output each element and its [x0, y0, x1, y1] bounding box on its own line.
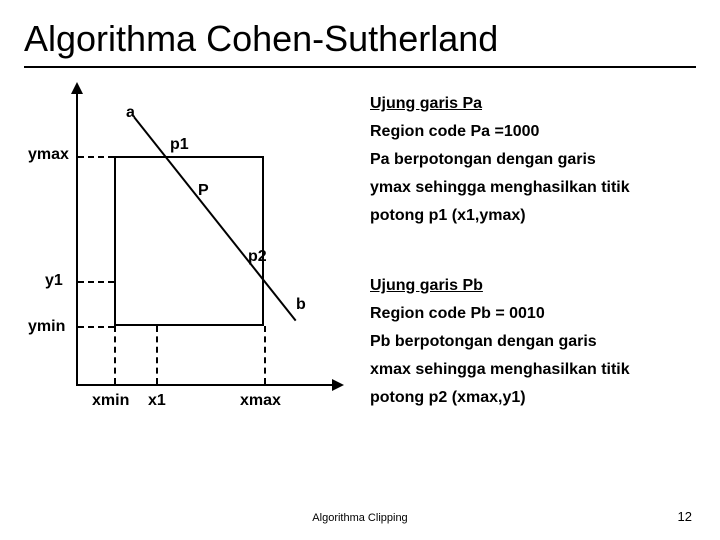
label-x1: x1 — [148, 392, 166, 410]
dash-vertical-1 — [264, 326, 266, 384]
line-pa-3: ymax sehingga menghasilkan titik — [370, 174, 710, 202]
dash-vertical-0 — [114, 326, 116, 384]
page-number: 12 — [678, 509, 692, 524]
label-ymax: ymax — [28, 146, 69, 164]
line-pb-3: xmax sehingga menghasilkan titik — [370, 356, 710, 384]
label-p1: p1 — [170, 136, 189, 154]
axis-y-arrow — [71, 82, 83, 94]
dash-vertical-2 — [156, 326, 158, 384]
heading-pa: Ujung garis Pa — [370, 90, 710, 118]
line-pa-2: Pa berpotongan dengan garis — [370, 146, 710, 174]
text-pb-block: Ujung garis Pb Region code Pb = 0010 Pb … — [370, 272, 710, 412]
axis-y — [76, 86, 78, 386]
axis-x-arrow — [332, 379, 344, 391]
line-pa-1: Region code Pa =1000 — [370, 118, 710, 146]
heading-pb: Ujung garis Pb — [370, 272, 710, 300]
footer-text: Algorithma Clipping — [0, 512, 720, 524]
label-ymin: ymin — [28, 318, 65, 336]
label-y1: y1 — [45, 272, 63, 290]
slide-title: Algorithma Cohen-Sutherland — [24, 18, 498, 60]
label-xmax: xmax — [240, 392, 281, 410]
line-pb-1: Region code Pb = 0010 — [370, 300, 710, 328]
line-pb-4: potong p2 (xmax,y1) — [370, 384, 710, 412]
dash-horizontal-1 — [78, 326, 114, 328]
axis-x — [76, 384, 336, 386]
dash-horizontal-0 — [78, 156, 114, 158]
line-pa-4: potong p1 (x1,ymax) — [370, 202, 710, 230]
label-b: b — [296, 296, 306, 314]
title-underline — [24, 66, 696, 68]
line-pb-2: Pb berpotongan dengan garis — [370, 328, 710, 356]
label-xmin: xmin — [92, 392, 129, 410]
dash-horizontal-2 — [78, 281, 114, 283]
clipping-diagram: ymax y1 ymin xmin x1 xmax a p1 P p2 b — [30, 86, 330, 416]
clip-rect — [114, 156, 264, 326]
text-pa-block: Ujung garis Pa Region code Pa =1000 Pa b… — [370, 90, 710, 230]
